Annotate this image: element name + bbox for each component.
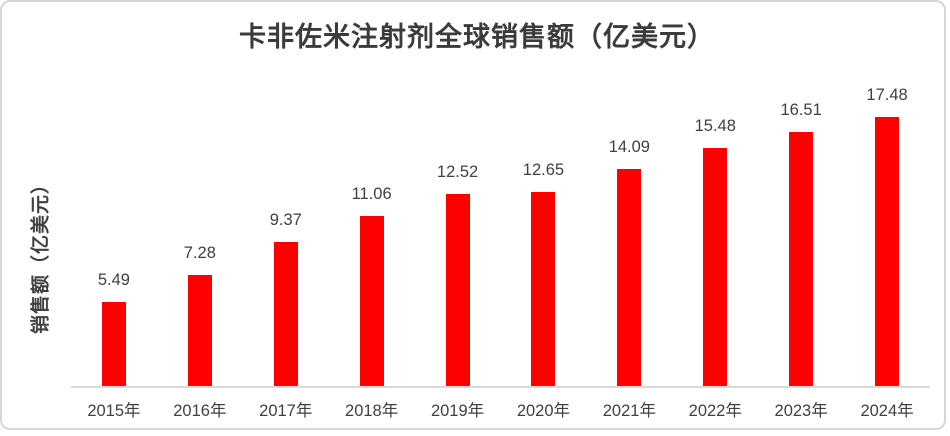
- bar-2020年: [531, 191, 556, 387]
- data-label-2023年: 16.51: [780, 100, 822, 119]
- x-tick-2024年: 2024年: [860, 402, 914, 420]
- bar-2019年: [445, 193, 470, 387]
- data-label-2017年: 9.37: [269, 211, 302, 230]
- x-tick-2016年: 2016年: [173, 402, 227, 420]
- data-label-2016年: 7.28: [183, 243, 216, 262]
- bar-2022年: [703, 147, 728, 387]
- data-label-2020年: 12.65: [522, 160, 565, 179]
- x-tick-2020年: 2020年: [516, 402, 571, 420]
- x-tick-2015年: 2015年: [87, 402, 141, 420]
- x-tick-2023年: 2023年: [774, 402, 828, 420]
- data-label-2018年: 11.06: [351, 185, 392, 204]
- bar-2023年: [789, 131, 814, 387]
- bar-2021年: [617, 169, 642, 387]
- data-label-2021年: 14.09: [608, 138, 650, 157]
- data-label-2022年: 15.48: [694, 116, 736, 135]
- data-label-2015年: 5.49: [97, 271, 130, 290]
- x-axis-line: [71, 386, 930, 388]
- x-tick-2022年: 2022年: [688, 402, 742, 420]
- bar-2024年: [875, 116, 900, 387]
- bar-2018年: [359, 216, 384, 387]
- x-tick-2021年: 2021年: [602, 402, 656, 420]
- data-label-2019年: 12.52: [436, 162, 479, 181]
- x-tick-2017年: 2017年: [259, 402, 313, 420]
- bar-2016年: [187, 274, 212, 387]
- data-label-2024年: 17.48: [866, 85, 908, 104]
- x-tick-2019年: 2019年: [430, 402, 485, 420]
- bar-2017年: [273, 242, 298, 387]
- x-tick-2018年: 2018年: [345, 402, 399, 420]
- chart-title: 卡非佐米注射剂全球销售额（亿美元）: [239, 22, 715, 53]
- bar-2015年: [101, 302, 126, 387]
